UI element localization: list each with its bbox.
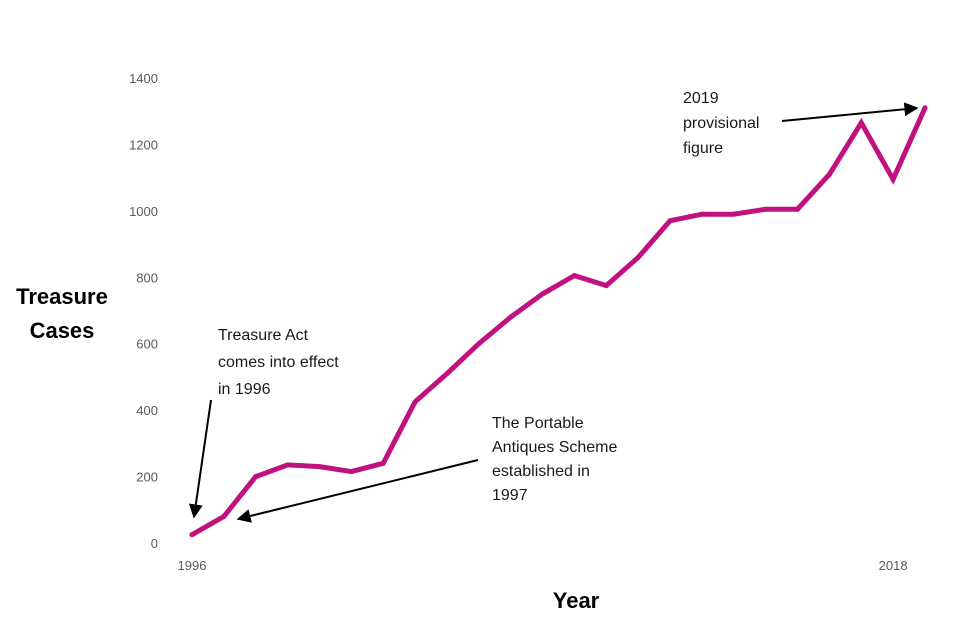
points-layer	[189, 105, 928, 538]
annotation-pas-line-4: 1997	[492, 487, 528, 504]
annotation-treasure-act-line-1: Treasure Act	[218, 327, 309, 344]
annotation-treasure-act-line-3: in 1996	[218, 381, 271, 398]
x-axis-title: Year	[553, 588, 600, 613]
data-point-1998	[253, 474, 259, 480]
data-point-2004	[444, 371, 450, 377]
data-point-2019	[922, 105, 928, 111]
y-tick-label: 800	[136, 270, 158, 285]
data-point-2000	[316, 464, 322, 470]
data-point-2014	[763, 206, 769, 212]
y-tick-label: 1400	[129, 71, 158, 86]
data-point-2003	[412, 399, 418, 405]
y-tick-label: 400	[136, 403, 158, 418]
data-point-2018	[890, 176, 896, 182]
annotation-pas-line-2: Antiques Scheme	[492, 439, 618, 456]
y-tick-label: 1000	[129, 204, 158, 219]
y-tick-label: 200	[136, 470, 158, 485]
data-point-2001	[348, 469, 354, 475]
data-point-2002	[380, 460, 386, 466]
y-tick-label: 0	[151, 536, 158, 551]
data-point-2009	[603, 283, 609, 289]
data-point-1997	[221, 513, 227, 519]
y-tick-label: 600	[136, 337, 158, 352]
annotation-provisional-line-2: provisional	[683, 115, 759, 132]
data-point-2011	[667, 218, 673, 224]
x-tick-label: 1996	[178, 558, 207, 573]
data-point-1999	[285, 462, 291, 468]
arrow-provisional	[781, 102, 919, 122]
annotation-pas-line-3: established in	[492, 463, 590, 480]
arrow-treasure-act	[188, 399, 212, 519]
y-tick-label: 1200	[129, 137, 158, 152]
annotation-pas-line-1: The Portable	[492, 415, 584, 432]
series-line-treasure-cases	[189, 105, 928, 538]
annotation-treasure-act-line-2: comes into effect	[218, 354, 339, 371]
data-point-2013	[731, 211, 737, 217]
y-axis-title-line-2: Cases	[30, 318, 95, 343]
data-point-2016	[826, 171, 832, 177]
annotation-provisional-line-1: 2019	[683, 90, 719, 107]
arrow-pas	[236, 459, 479, 523]
data-point-2015	[795, 206, 801, 212]
data-point-2005	[476, 341, 482, 347]
y-axis-title-line-1: Treasure	[16, 284, 108, 309]
annotation-provisional-line-3: figure	[683, 140, 723, 157]
x-tick-label: 2018	[879, 558, 908, 573]
data-point-1996	[189, 532, 195, 538]
y-axis-ticks: 0 200 400 600 800 1000 1200 1400	[129, 71, 158, 551]
data-point-2010	[635, 254, 641, 260]
data-point-2017	[858, 120, 864, 126]
series-layer	[189, 105, 928, 538]
data-point-2006	[508, 314, 514, 320]
data-point-2007	[540, 291, 546, 297]
data-point-2012	[699, 211, 705, 217]
data-point-2008	[571, 273, 577, 279]
x-axis-ticks: 1996 2018	[178, 558, 908, 573]
